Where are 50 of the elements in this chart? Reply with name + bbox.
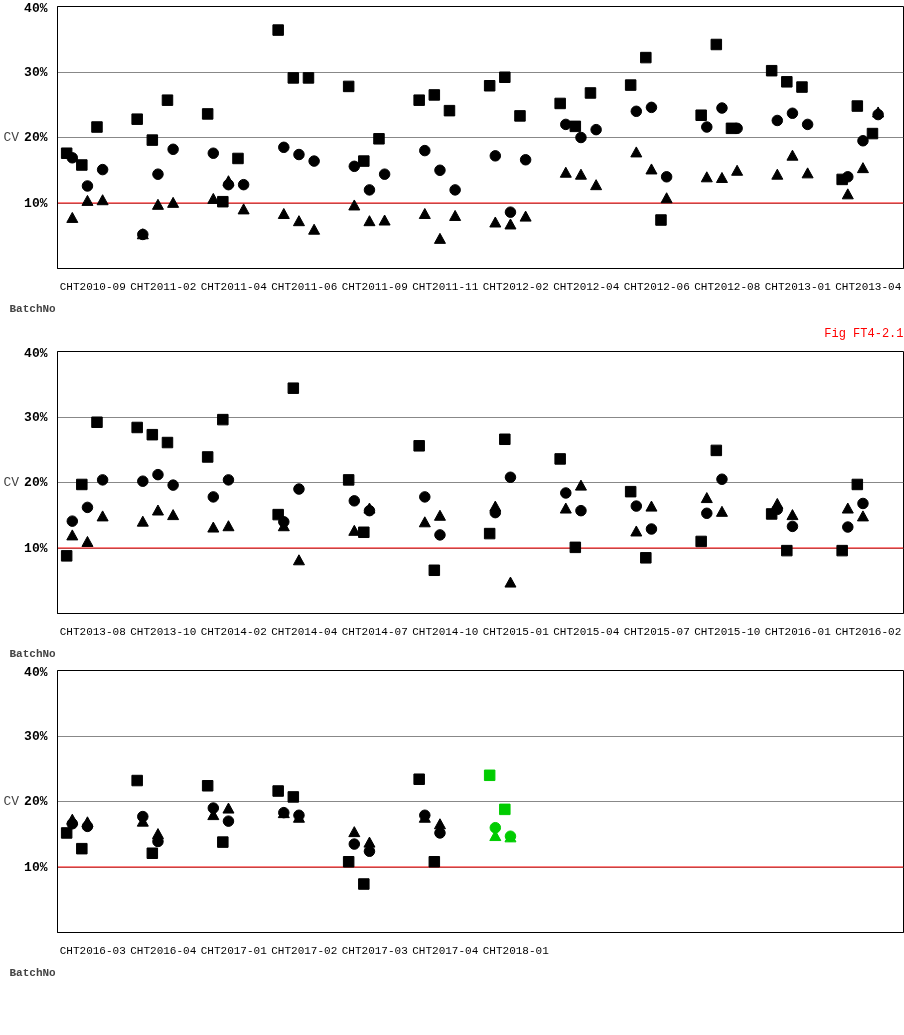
x-tick-label: CHT2017-03 (341, 944, 408, 957)
x-tick-label: CHT2011-09 (341, 280, 408, 293)
y-tick-label: 10% (24, 859, 48, 875)
x-tick-label: CHT2012-04 (553, 280, 620, 293)
x-axis-title: BatchNo (9, 647, 57, 660)
x-tick-label: CHT2013-04 (835, 280, 902, 293)
x-tick-label: CHT2013-01 (764, 280, 832, 293)
x-tick-label: CHT2016-02 (835, 625, 902, 638)
x-tick-label: CHT2017-04 (412, 944, 479, 957)
x-tick-label: CHT2014-04 (271, 625, 338, 638)
x-tick-label: CHT2011-04 (200, 280, 268, 293)
x-tick-label: CHT2015-07 (623, 625, 690, 638)
x-tick-label: CHT2016-01 (764, 625, 832, 638)
x-tick-label: CHT2012-02 (482, 280, 549, 293)
x-tick-label: CHT2011-02 (130, 280, 197, 293)
x-tick-label: CHT2013-08 (59, 625, 126, 638)
x-tick-label: CHT2016-04 (130, 944, 197, 957)
x-tick-label: CHT2011-11 (412, 280, 479, 293)
y-tick-label: 30% (24, 409, 48, 425)
y-tick-label: 40% (24, 664, 48, 680)
y-tick-label: 30% (24, 728, 48, 744)
y-axis-title: CV (3, 794, 20, 809)
x-tick-label: CHT2012-06 (623, 280, 690, 293)
y-axis-title: CV (3, 475, 20, 490)
x-tick-label: CHT2011-06 (271, 280, 338, 293)
x-tick-label: CHT2010-09 (59, 280, 126, 293)
x-axis-title: BatchNo (9, 302, 57, 315)
y-tick-label: 20% (24, 130, 48, 145)
y-axis-title: CV (3, 130, 20, 145)
text: Fig FT4-2.1 (824, 326, 904, 341)
x-tick-label: CHT2012-08 (694, 280, 761, 293)
y-tick-label: 30% (24, 64, 48, 80)
y-tick-label: 20% (24, 794, 48, 809)
x-tick-label: CHT2015-04 (553, 625, 620, 638)
x-tick-label: CHT2016-03 (59, 944, 126, 957)
y-tick-label: 10% (24, 540, 48, 556)
x-tick-label: CHT2015-10 (694, 625, 761, 638)
x-tick-label: CHT2017-01 (200, 944, 268, 957)
y-tick-label: 40% (24, 0, 48, 16)
x-tick-label: CHT2014-02 (200, 625, 267, 638)
y-tick-label: 40% (24, 345, 48, 361)
x-tick-label: CHT2017-02 (271, 944, 338, 957)
x-tick-label: CHT2014-07 (341, 625, 408, 638)
y-tick-label: 20% (24, 475, 48, 490)
x-axis-title: BatchNo (9, 966, 57, 979)
x-tick-label: CHT2015-01 (482, 625, 550, 638)
y-tick-label: 10% (24, 195, 48, 211)
x-tick-label: CHT2018-01 (482, 944, 550, 957)
x-tick-label: CHT2014-10 (412, 625, 479, 638)
x-tick-label: CHT2013-10 (130, 625, 197, 638)
